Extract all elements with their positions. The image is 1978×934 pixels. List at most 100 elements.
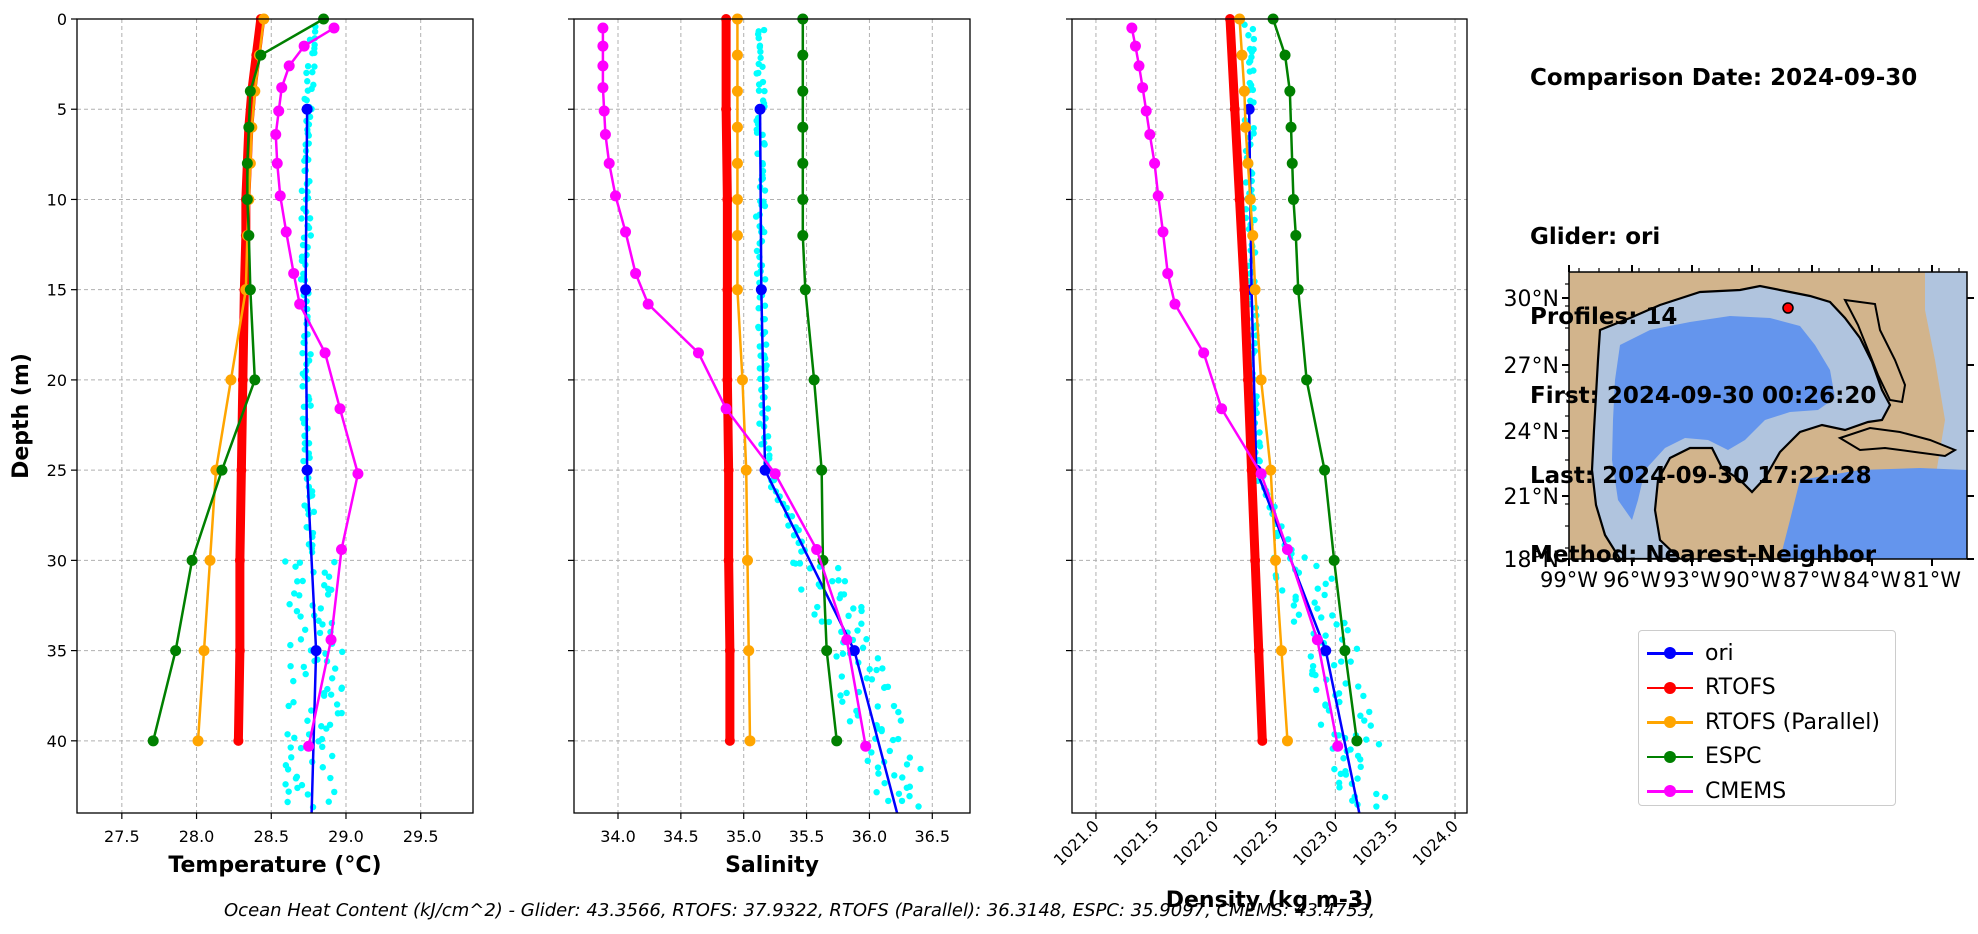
series-point	[1244, 193, 1256, 205]
series-point	[216, 464, 228, 476]
legend-swatch	[1647, 747, 1693, 767]
legend-swatch	[1647, 781, 1693, 801]
series-point	[1247, 230, 1259, 242]
glider-scatter-point	[897, 717, 905, 724]
series-point	[244, 284, 256, 296]
glider-scatter-point	[834, 564, 842, 572]
glider-scatter-point	[293, 607, 301, 615]
glider-scatter-point	[329, 752, 336, 760]
glider-scatter-point	[299, 383, 307, 390]
glider-scatter-point	[1337, 770, 1344, 778]
glider-scatter-point	[1340, 755, 1347, 762]
glider-scatter-point	[761, 302, 769, 309]
series-point	[797, 230, 809, 242]
y-tick-label: 30	[47, 551, 67, 570]
axes-frame	[1071, 18, 1468, 814]
series-point	[1242, 374, 1253, 385]
series-point	[273, 105, 285, 117]
series-point	[1238, 85, 1250, 97]
glider-scatter-point	[906, 792, 913, 800]
glider-scatter-point	[879, 665, 886, 672]
series-point	[328, 22, 340, 34]
series-point	[736, 374, 748, 386]
series-point	[204, 554, 216, 566]
series-point	[860, 740, 872, 752]
series-point	[1339, 645, 1351, 657]
glider-scatter-point	[873, 788, 880, 796]
glider-scatter-point	[339, 648, 346, 656]
legend-label: RTOFS (Parallel)	[1705, 709, 1880, 735]
series-point	[1236, 49, 1248, 61]
map-caribbean	[1780, 468, 1967, 559]
series-point	[741, 554, 753, 566]
glider-scatter-point	[1335, 732, 1343, 739]
map-lon-label: 99°W	[1540, 568, 1598, 592]
series-point	[769, 468, 781, 480]
glider-scatter-point	[755, 305, 762, 312]
series-point	[1234, 194, 1245, 205]
series-point	[722, 284, 733, 295]
glider-scatter-point	[866, 666, 873, 673]
glider-scatter-point	[1335, 690, 1343, 697]
glider-scatter-point	[874, 655, 882, 662]
glider-scatter-point	[873, 666, 880, 674]
glider-scatter-point	[304, 791, 312, 798]
glider-scatter-point	[1322, 702, 1329, 709]
glider-scatter-point	[325, 573, 333, 580]
glider-scatter-point	[858, 620, 865, 627]
glider-scatter-point	[308, 85, 315, 93]
series-point	[1144, 128, 1156, 140]
glider-scatter-point	[296, 592, 303, 599]
series-point	[1311, 634, 1323, 646]
x-tick-label: 27.5	[104, 827, 140, 846]
glider-scatter-point	[764, 433, 772, 440]
glider-scatter-point	[755, 81, 763, 88]
series-point	[298, 40, 310, 52]
glider-scatter-point	[287, 641, 294, 649]
glider-scatter-point	[818, 618, 826, 625]
series-point	[319, 347, 331, 359]
glider-scatter-point	[884, 683, 892, 691]
series-point	[1328, 554, 1340, 566]
glider-scatter-point	[338, 684, 346, 691]
glider-scatter-point	[296, 559, 304, 566]
glider-scatter-point	[761, 87, 768, 95]
glider-scatter-point	[1322, 580, 1329, 588]
series-point	[1255, 374, 1267, 386]
series-point	[1157, 226, 1169, 238]
glider-scatter-point	[315, 738, 322, 745]
glider-scatter-point	[755, 87, 763, 94]
series-point	[276, 82, 288, 94]
glider-scatter-point	[885, 797, 892, 805]
glider-scatter-point	[292, 563, 299, 570]
glider-scatter-point	[1279, 587, 1286, 594]
glider-scatter-point	[331, 665, 339, 672]
series-point	[597, 60, 609, 72]
glider-scatter-point	[765, 445, 772, 452]
glider-scatter-point	[1301, 554, 1308, 561]
series-point	[1292, 284, 1304, 296]
series-point	[352, 468, 364, 480]
series-point	[724, 645, 735, 656]
glider-scatter-point	[1333, 621, 1340, 628]
glider-scatter-point	[1308, 670, 1316, 678]
series-point	[597, 82, 609, 94]
series-point	[310, 645, 322, 657]
series-point	[335, 544, 347, 556]
glider-scatter-point	[868, 676, 876, 683]
series-point	[811, 544, 823, 556]
glider-scatter-point	[1249, 25, 1257, 33]
legend: ori RTOFS RTOFS (Parallel) ESPC CMEMS	[1638, 630, 1896, 806]
series-point	[744, 735, 756, 747]
legend-swatch	[1647, 712, 1693, 732]
glider-scatter-point	[863, 675, 871, 682]
glider-scatter-point	[323, 725, 330, 732]
glider-scatter-point	[755, 34, 762, 42]
series-point	[609, 190, 621, 202]
info-line: Method: Nearest-Neighbor	[1530, 542, 1877, 568]
series-point	[198, 645, 210, 657]
glider-scatter-point	[886, 747, 894, 755]
glider-scatter-point	[307, 351, 314, 358]
series-point	[1169, 298, 1181, 310]
map-lon-label: 93°W	[1663, 568, 1721, 592]
